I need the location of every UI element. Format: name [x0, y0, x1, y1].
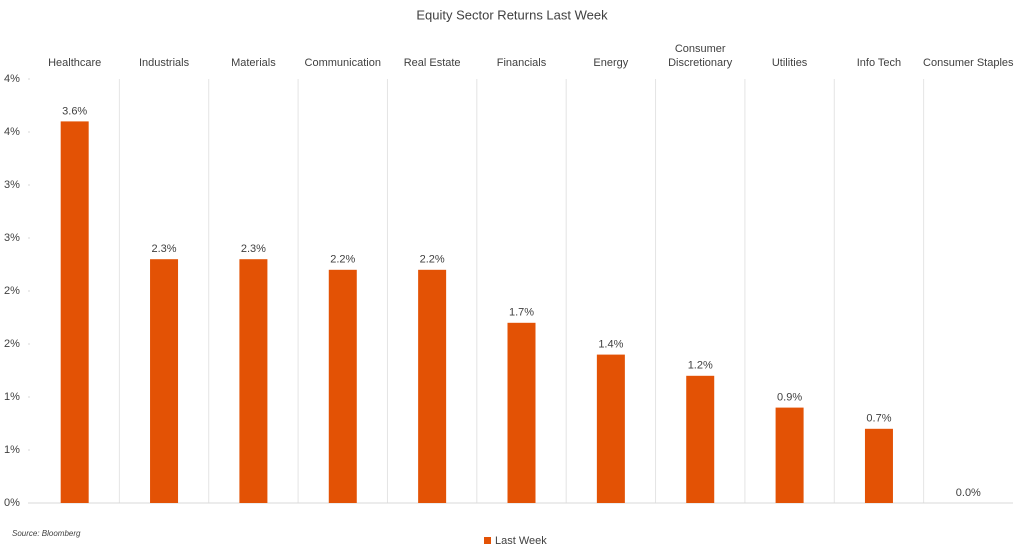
y-tick-label: 4% — [4, 73, 20, 85]
legend-swatch — [484, 537, 491, 544]
bar — [775, 407, 804, 503]
bar — [239, 259, 268, 503]
data-label: 1.4% — [598, 339, 623, 351]
bar — [596, 354, 625, 503]
data-label: 2.3% — [152, 243, 177, 255]
y-tick-label: 0% — [4, 497, 20, 509]
chart-title: Equity Sector Returns Last Week — [416, 7, 608, 22]
x-tick-label: Consumer Staples — [923, 57, 1014, 69]
data-label: 0.7% — [866, 413, 891, 425]
y-tick-label: 2% — [4, 338, 20, 350]
data-label: 1.2% — [688, 360, 713, 372]
x-tick-label: Communication — [304, 57, 381, 69]
y-tick-label: 1% — [4, 391, 20, 403]
x-tick-label: Info Tech — [856, 57, 902, 69]
legend-label: Last Week — [495, 535, 547, 547]
x-tick-label: Industrials — [138, 57, 190, 69]
x-tick-label: Utilities — [771, 57, 808, 69]
x-tick-label: Real Estate — [403, 57, 461, 69]
y-tick-label: 3% — [4, 232, 20, 244]
data-label: 2.2% — [420, 254, 445, 266]
data-label: 0.0% — [956, 487, 981, 499]
x-tick-label: Energy — [593, 57, 629, 69]
x-tick-label: Healthcare — [48, 57, 102, 69]
bar — [60, 121, 89, 504]
bar — [418, 269, 447, 503]
data-label: 0.9% — [777, 392, 802, 404]
y-tick-label: 3% — [4, 179, 20, 191]
y-tick-label: 1% — [4, 444, 20, 456]
bar — [328, 269, 357, 503]
source-note: Source: Bloomberg — [12, 529, 81, 538]
y-tick-label: 2% — [4, 285, 20, 297]
data-label: 1.7% — [509, 307, 534, 319]
bar — [686, 375, 715, 503]
data-label: 2.3% — [241, 243, 266, 255]
data-label: 3.6% — [62, 105, 87, 117]
x-tick-label: Materials — [231, 57, 276, 69]
y-tick-label: 4% — [4, 126, 20, 138]
bar — [150, 259, 179, 503]
x-tick-label: Consumer Discretionary — [668, 43, 733, 69]
x-tick-label: Financials — [496, 57, 547, 69]
data-label: 2.2% — [330, 254, 355, 266]
bar — [864, 428, 893, 503]
bar — [507, 322, 536, 503]
